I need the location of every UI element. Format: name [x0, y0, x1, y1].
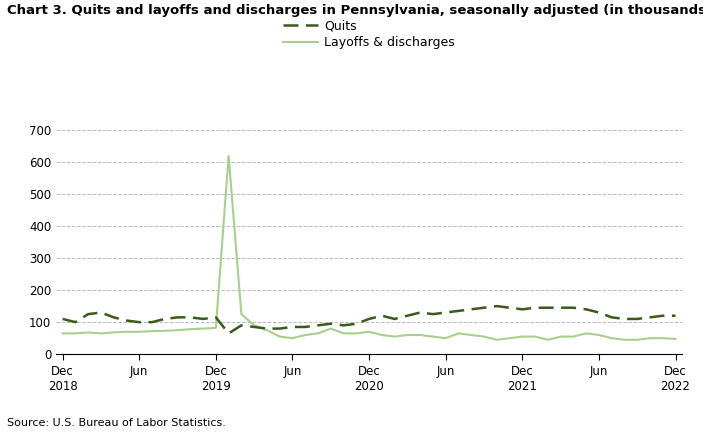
Text: Chart 3. Quits and layoffs and discharges in Pennsylvania, seasonally adjusted (: Chart 3. Quits and layoffs and discharge… [7, 4, 703, 17]
Text: Source: U.S. Bureau of Labor Statistics.: Source: U.S. Bureau of Labor Statistics. [7, 418, 226, 428]
Legend: Quits, Layoffs & discharges: Quits, Layoffs & discharges [283, 19, 455, 49]
